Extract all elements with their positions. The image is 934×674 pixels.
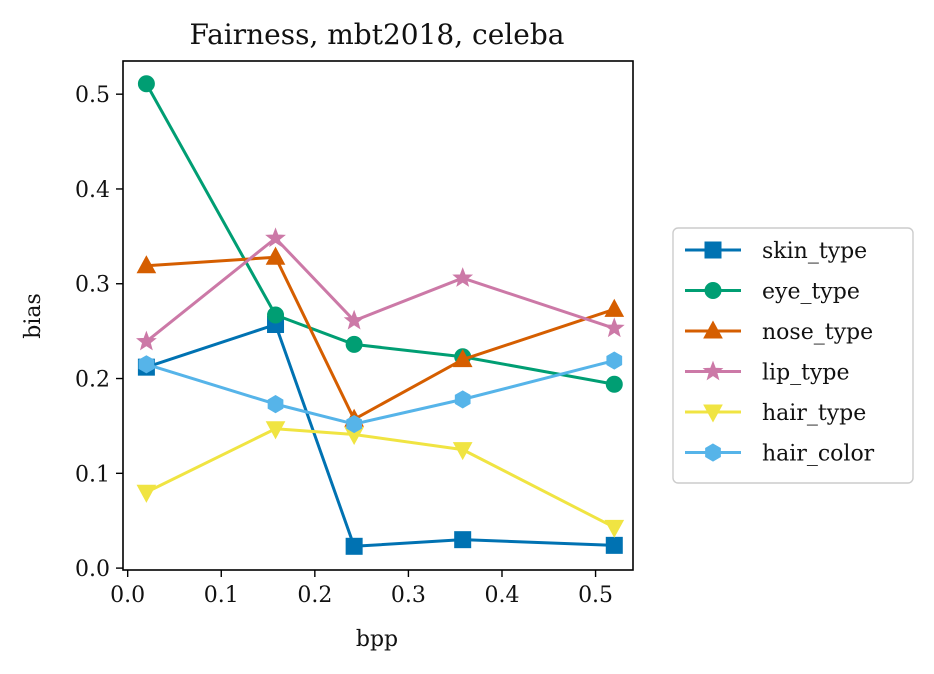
plot-area: 0.0 0.1 0.2 0.3 0.4 0.5 0.0 0.1 0.2 0.3 0.4 0.5 xyxy=(75,60,634,608)
series-line-nose_type xyxy=(146,255,615,421)
series-skin_type xyxy=(137,316,623,555)
data-point-skin_type xyxy=(345,537,363,555)
data-point-hair_type xyxy=(265,421,286,440)
data-point-nose_type xyxy=(452,349,473,368)
legend-label: hair_type xyxy=(762,401,866,426)
series-eye_type xyxy=(137,75,623,393)
data-point-hair_type xyxy=(604,519,625,538)
legend-label: skin_type xyxy=(762,239,867,264)
legend-marker-eye_type xyxy=(704,282,722,299)
data-point-nose_type xyxy=(136,255,157,274)
x-tick-label: 0.3 xyxy=(391,583,426,608)
data-point-skin_type xyxy=(605,536,623,554)
y-axis-label: bias xyxy=(21,293,46,339)
data-point-hair_color xyxy=(346,414,362,434)
legend-entry: nose_type xyxy=(685,320,873,345)
legend-marker-lip_type xyxy=(702,360,724,381)
legend-marker-skin_type xyxy=(704,241,722,259)
legend-entry: lip_type xyxy=(685,361,850,386)
legend-entry: hair_color xyxy=(685,442,875,467)
data-point-lip_type xyxy=(452,267,474,287)
data-point-eye_type xyxy=(345,335,363,353)
data-point-lip_type xyxy=(603,317,625,338)
legend-label: eye_type xyxy=(762,280,860,305)
x-axis-label: bpp xyxy=(356,627,398,652)
data-point-hair_type xyxy=(452,442,473,461)
data-point-nose_type xyxy=(604,298,625,317)
series-line-eye_type xyxy=(145,83,615,386)
legend-label: hair_color xyxy=(762,442,875,467)
plot-frame xyxy=(122,60,634,571)
series-line-hair_type xyxy=(145,427,615,529)
legend-label: nose_type xyxy=(762,320,873,345)
series-line-lip_type xyxy=(145,236,615,343)
legend-entry: eye_type xyxy=(685,280,860,305)
x-tick-label: 0.1 xyxy=(204,583,239,608)
legend-entry: hair_type xyxy=(685,401,866,426)
legend: skin_type eye_type nose_type lip_type hair_t… xyxy=(672,227,914,484)
series-hair_color xyxy=(138,351,623,434)
series-line-skin_type xyxy=(145,323,615,548)
data-point-hair_type xyxy=(136,484,157,503)
data-point-hair_color xyxy=(267,395,284,414)
data-point-lip_type xyxy=(343,309,365,330)
data-point-eye_type xyxy=(137,75,155,93)
legend-marker-hair_type xyxy=(703,404,723,423)
y-tick-label: 0.0 xyxy=(75,557,110,582)
data-point-hair_color xyxy=(138,355,155,374)
series-hair_type xyxy=(136,421,625,538)
data-point-lip_type xyxy=(265,227,286,248)
x-tick-label: 0.2 xyxy=(297,583,332,608)
legend-marker-hair_color xyxy=(705,443,721,462)
legend-marker-nose_type xyxy=(703,320,723,339)
x-tick-label: 0.4 xyxy=(484,583,519,608)
data-point-eye_type xyxy=(605,375,623,393)
x-tick-label: 0.0 xyxy=(110,583,145,608)
data-point-hair_color xyxy=(454,390,471,409)
data-point-hair_color xyxy=(606,351,623,370)
data-point-nose_type xyxy=(265,246,286,265)
legend-entry: skin_type xyxy=(685,239,867,264)
y-tick-label: 0.5 xyxy=(75,83,110,108)
y-tick-label: 0.3 xyxy=(75,273,110,298)
legend-label: lip_type xyxy=(762,361,850,386)
y-tick-label: 0.2 xyxy=(75,368,110,393)
y-tick-label: 0.4 xyxy=(75,178,110,203)
data-point-lip_type xyxy=(136,330,157,351)
series-nose_type xyxy=(136,246,625,427)
y-tick-label: 0.1 xyxy=(75,462,110,487)
data-point-eye_type xyxy=(267,306,285,324)
chart-title: Fairness, mbt2018, celeba xyxy=(190,18,565,51)
data-point-skin_type xyxy=(454,531,472,549)
series-lip_type xyxy=(136,227,625,351)
x-tick-label: 0.5 xyxy=(578,583,613,608)
